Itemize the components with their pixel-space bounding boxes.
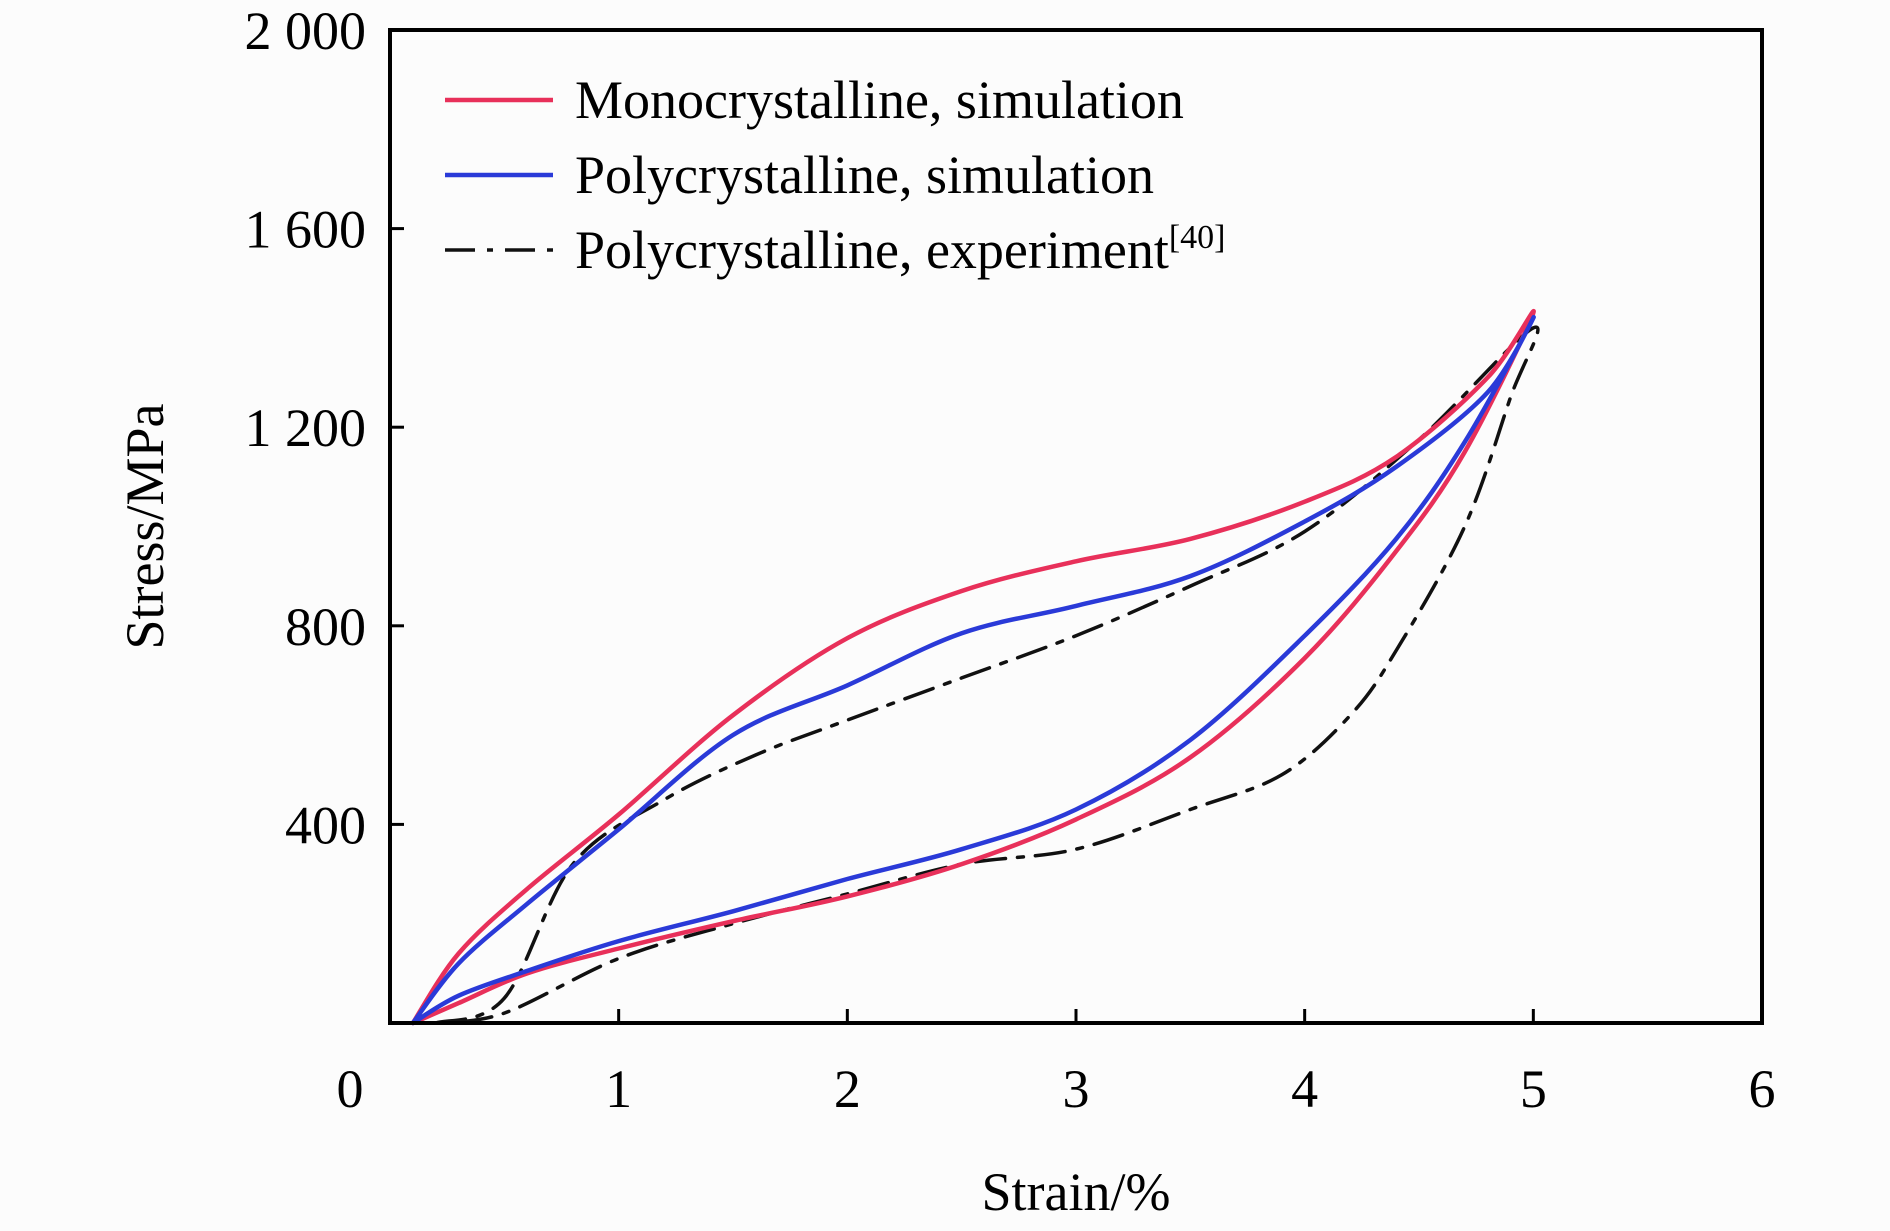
series-line-monocrystalline-simulation (410, 308, 1536, 1026)
series-layer (410, 308, 1540, 1026)
x-tick-label: 3 (1063, 1059, 1090, 1119)
x-tick-label: 6 (1749, 1059, 1776, 1119)
x-tick-label: 4 (1291, 1059, 1318, 1119)
y-tick-label: 800 (285, 597, 366, 657)
y-tick-label: 400 (285, 795, 366, 855)
series-line-polycrystalline-simulation (410, 315, 1536, 1026)
legend: Monocrystalline, simulation Polycrystall… (445, 70, 1226, 280)
x-tick-label: 0 (337, 1059, 364, 1119)
series-line-polycrystalline-experiment (433, 325, 1540, 1025)
y-tick-label: 1 200 (245, 398, 367, 458)
tick-layer: 0 1 2 3 4 5 6 400 800 1 200 1 600 2 000 (245, 1, 1776, 1119)
x-tick-label: 5 (1520, 1059, 1547, 1119)
y-tick-label: 2 000 (245, 1, 367, 61)
x-axis-title: Strain/% (982, 1162, 1171, 1222)
x-tick-label: 2 (834, 1059, 861, 1119)
y-tick-label: 1 600 (245, 200, 367, 260)
y-axis-title: Stress/MPa (115, 403, 175, 649)
legend-label-polycrystalline-experiment: Polycrystalline, experiment[40] (575, 219, 1226, 280)
x-tick-label: 1 (605, 1059, 632, 1119)
legend-label-monocrystalline-simulation: Monocrystalline, simulation (575, 70, 1184, 130)
legend-label-polycrystalline-simulation: Polycrystalline, simulation (575, 145, 1154, 205)
